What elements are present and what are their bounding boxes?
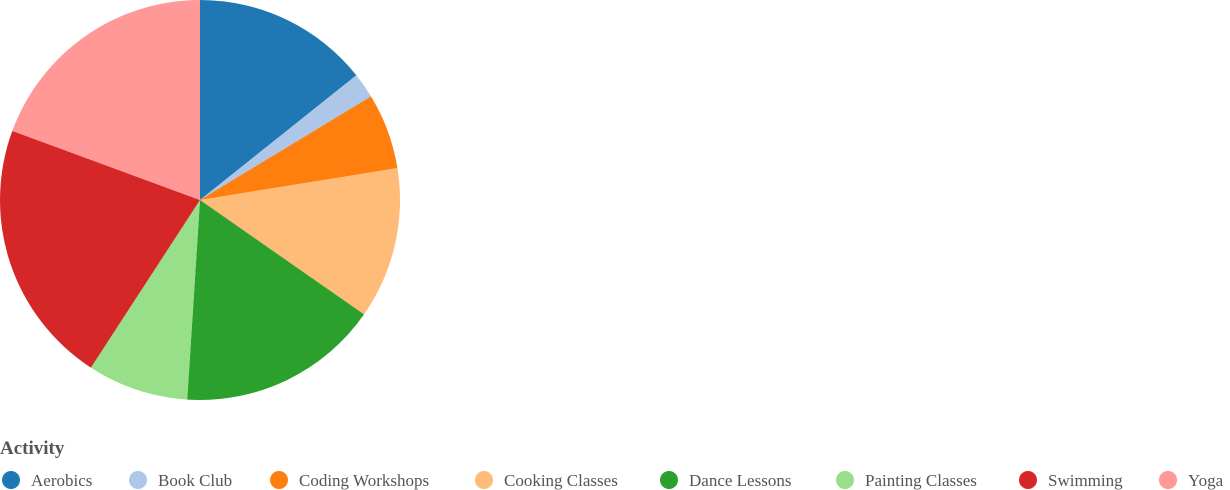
legend-label-yoga: Yoga <box>1188 471 1224 490</box>
pie-slice-cooking-classes <box>200 168 401 315</box>
pie-slice-swimming <box>0 130 200 368</box>
legend-title: Activity <box>0 438 65 459</box>
pie-slice-aerobics <box>200 0 357 200</box>
legend-label-coding-workshops: Coding Workshops <box>299 471 429 490</box>
legend-swatch-aerobics <box>2 471 20 489</box>
legend-swatch-coding-workshops <box>270 471 288 489</box>
pie-slice-coding-workshops <box>200 96 398 200</box>
pie-slice-painting-classes <box>90 200 200 400</box>
legend-swatch-swimming <box>1019 471 1037 489</box>
legend-label-swimming: Swimming <box>1048 471 1123 490</box>
legend-label-dance-lessons: Dance Lessons <box>689 471 791 490</box>
legend-swatch-book-club <box>129 471 147 489</box>
legend-swatch-yoga <box>1159 471 1177 489</box>
legend: Activity Aerobics Book Club Coding Worksho… <box>0 438 1224 490</box>
legend-label-aerobics: Aerobics <box>31 471 92 490</box>
legend-swatch-dance-lessons <box>660 471 678 489</box>
legend-swatch-cooking-classes <box>475 471 493 489</box>
pie-slice-book-club <box>200 75 372 200</box>
pie-slices <box>0 0 401 400</box>
legend-swatch-painting-classes <box>836 471 854 489</box>
legend-label-book-club: Book Club <box>158 471 232 490</box>
pie-slice-yoga <box>12 0 200 200</box>
legend-label-cooking-classes: Cooking Classes <box>504 471 618 490</box>
legend-label-painting-classes: Painting Classes <box>865 471 977 490</box>
legend-items: Aerobics Book Club Coding Workshops Cooking… <box>2 471 1224 490</box>
pie-slice-dance-lessons <box>187 200 365 400</box>
